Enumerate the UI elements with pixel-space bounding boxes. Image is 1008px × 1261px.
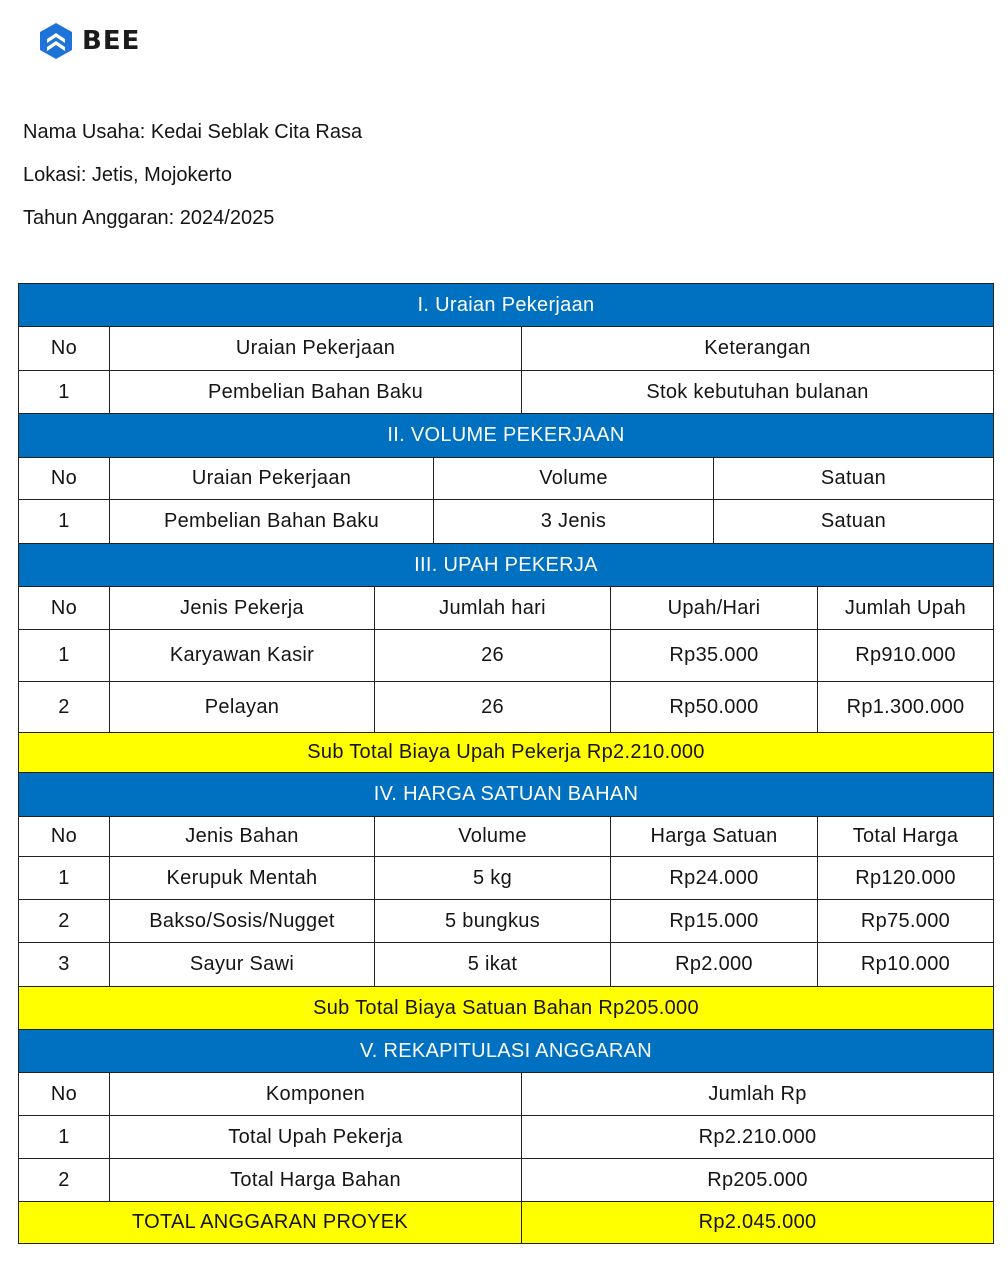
table-cell: 1 xyxy=(58,644,70,666)
table-row: 2 Total Harga Bahan Rp205.000 xyxy=(19,1158,993,1201)
column-header: No xyxy=(50,596,78,619)
column-header: Keterangan xyxy=(521,327,993,370)
section-title: V. REKAPITULASI ANGGARAN xyxy=(359,1039,653,1062)
table-cell: 2 xyxy=(58,695,70,718)
section-title: IV. HARGA SATUAN BAHAN xyxy=(373,783,639,805)
location: Lokasi: Jetis, Mojokerto xyxy=(23,164,232,186)
column-header: Komponen xyxy=(109,1073,521,1115)
bee-logo-icon xyxy=(40,23,72,59)
budget-table: I. Uraian Pekerjaan No Uraian Pekerjaan Ket… xyxy=(18,283,994,1244)
table-cell: Pembelian Bahan Baku xyxy=(109,500,433,543)
table-row: 1 Kerupuk Mentah 5 kg Rp24.000 Rp120.000 xyxy=(19,856,993,899)
column-header: Jumlah hari xyxy=(374,587,610,629)
total-row: TOTAL ANGGARAN PROYEK Rp2.045.000 xyxy=(19,1201,993,1243)
table-row: 2 Bakso/Sosis/Nugget 5 bungkus Rp15.000 Rp75… xyxy=(19,899,993,942)
column-header-row: No Uraian Pekerjaan Keterangan xyxy=(19,326,993,370)
subtotal-text: Sub Total Biaya Satuan Bahan Rp205.000 xyxy=(313,996,699,1019)
section-header: II. VOLUME PEKERJAAN xyxy=(19,413,993,457)
table-cell: 5 ikat xyxy=(374,943,610,986)
column-header-row: No Komponen Jumlah Rp xyxy=(19,1072,993,1115)
column-header: No xyxy=(50,467,78,489)
table-row: 1 Total Upah Pekerja Rp2.210.000 xyxy=(19,1115,993,1158)
table-cell: Rp910.000 xyxy=(817,630,993,681)
table-cell: 26 xyxy=(374,630,610,681)
column-header: Volume xyxy=(433,458,713,499)
table-cell: 1 xyxy=(58,1125,70,1148)
column-header: Jenis Pekerja xyxy=(109,587,374,629)
table-cell: 1 xyxy=(58,510,70,532)
table-cell: Rp35.000 xyxy=(610,630,817,681)
total-value: Rp2.045.000 xyxy=(521,1202,993,1243)
column-header: Jumlah Upah xyxy=(817,587,993,629)
table-cell: 5 kg xyxy=(374,857,610,899)
table-cell: Rp2.000 xyxy=(610,943,817,986)
section-header: V. REKAPITULASI ANGGARAN xyxy=(19,1029,993,1072)
table-cell: 5 bungkus xyxy=(374,900,610,942)
table-row: 2 Pelayan 26 Rp50.000 Rp1.300.000 xyxy=(19,681,993,732)
table-cell: Total Harga Bahan xyxy=(109,1159,521,1201)
bee-logo: BEE xyxy=(38,22,140,60)
table-cell: 2 xyxy=(58,1168,70,1191)
total-label: TOTAL ANGGARAN PROYEK xyxy=(132,1211,408,1233)
section-title: III. UPAH PEKERJA xyxy=(414,553,598,576)
subtotal-row: Sub Total Biaya Satuan Bahan Rp205.000 xyxy=(19,986,993,1029)
column-header: No xyxy=(50,337,78,359)
section-title: II. VOLUME PEKERJAAN xyxy=(387,424,625,446)
table-cell: 26 xyxy=(374,682,610,732)
table-cell: Satuan xyxy=(713,500,993,543)
section-header: III. UPAH PEKERJA xyxy=(19,543,993,586)
table-cell: Rp24.000 xyxy=(610,857,817,899)
column-header: Volume xyxy=(374,817,610,856)
column-header: No xyxy=(50,1082,78,1105)
section-title: I. Uraian Pekerjaan xyxy=(417,293,595,316)
subtotal-row: Sub Total Biaya Upah Pekerja Rp2.210.000 xyxy=(19,732,993,772)
table-cell: Karyawan Kasir xyxy=(109,630,374,681)
table-cell: Rp205.000 xyxy=(521,1159,993,1201)
column-header: Uraian Pekerjaan xyxy=(109,327,521,370)
table-cell: Rp120.000 xyxy=(817,857,993,899)
column-header: Upah/Hari xyxy=(610,587,817,629)
table-cell: Rp15.000 xyxy=(610,900,817,942)
column-header: Uraian Pekerjaan xyxy=(109,458,433,499)
table-cell: 1 xyxy=(58,380,70,403)
column-header: No xyxy=(50,825,78,847)
table-cell: 3 Jenis xyxy=(433,500,713,543)
table-cell: 1 xyxy=(58,866,70,889)
subtotal-text: Sub Total Biaya Upah Pekerja Rp2.210.000 xyxy=(307,741,705,763)
column-header: Jumlah Rp xyxy=(521,1073,993,1115)
table-cell: Total Upah Pekerja xyxy=(109,1116,521,1158)
table-cell: Pelayan xyxy=(109,682,374,732)
table-row: 1 Pembelian Bahan Baku Stok kebutuhan bula… xyxy=(19,370,993,413)
table-cell: Rp75.000 xyxy=(817,900,993,942)
table-cell: Pembelian Bahan Baku xyxy=(109,371,521,413)
table-cell: Rp1.300.000 xyxy=(817,682,993,732)
column-header-row: No Uraian Pekerjaan Volume Satuan xyxy=(19,457,993,499)
business-name: Nama Usaha: Kedai Seblak Cita Rasa xyxy=(23,121,363,143)
table-cell: Bakso/Sosis/Nugget xyxy=(109,900,374,942)
column-header: Jenis Bahan xyxy=(109,817,374,856)
table-cell: Sayur Sawi xyxy=(109,943,374,986)
column-header-row: No Jenis Bahan Volume Harga Satuan Total Har… xyxy=(19,816,993,856)
table-row: 1 Pembelian Bahan Baku 3 Jenis Satuan xyxy=(19,499,993,543)
column-header-row: No Jenis Pekerja Jumlah hari Upah/Hari Jumla… xyxy=(19,586,993,629)
table-cell: Rp10.000 xyxy=(817,943,993,986)
table-cell: 3 xyxy=(58,953,70,975)
table-cell: Rp50.000 xyxy=(610,682,817,732)
column-header: Total Harga xyxy=(817,817,993,856)
table-row: 1 Karyawan Kasir 26 Rp35.000 Rp910.000 xyxy=(19,629,993,681)
table-cell: Kerupuk Mentah xyxy=(109,857,374,899)
table-row: 3 Sayur Sawi 5 ikat Rp2.000 Rp10.000 xyxy=(19,942,993,986)
logo-text: BEE xyxy=(82,26,141,56)
column-header: Satuan xyxy=(713,458,993,499)
section-header: I. Uraian Pekerjaan xyxy=(19,284,993,326)
budget-year: Tahun Anggaran: 2024/2025 xyxy=(23,207,275,229)
column-header: Harga Satuan xyxy=(610,817,817,856)
section-header: IV. HARGA SATUAN BAHAN xyxy=(19,772,993,816)
table-cell: 2 xyxy=(58,909,70,932)
table-cell: Rp2.210.000 xyxy=(521,1116,993,1158)
table-cell: Stok kebutuhan bulanan xyxy=(521,371,993,413)
